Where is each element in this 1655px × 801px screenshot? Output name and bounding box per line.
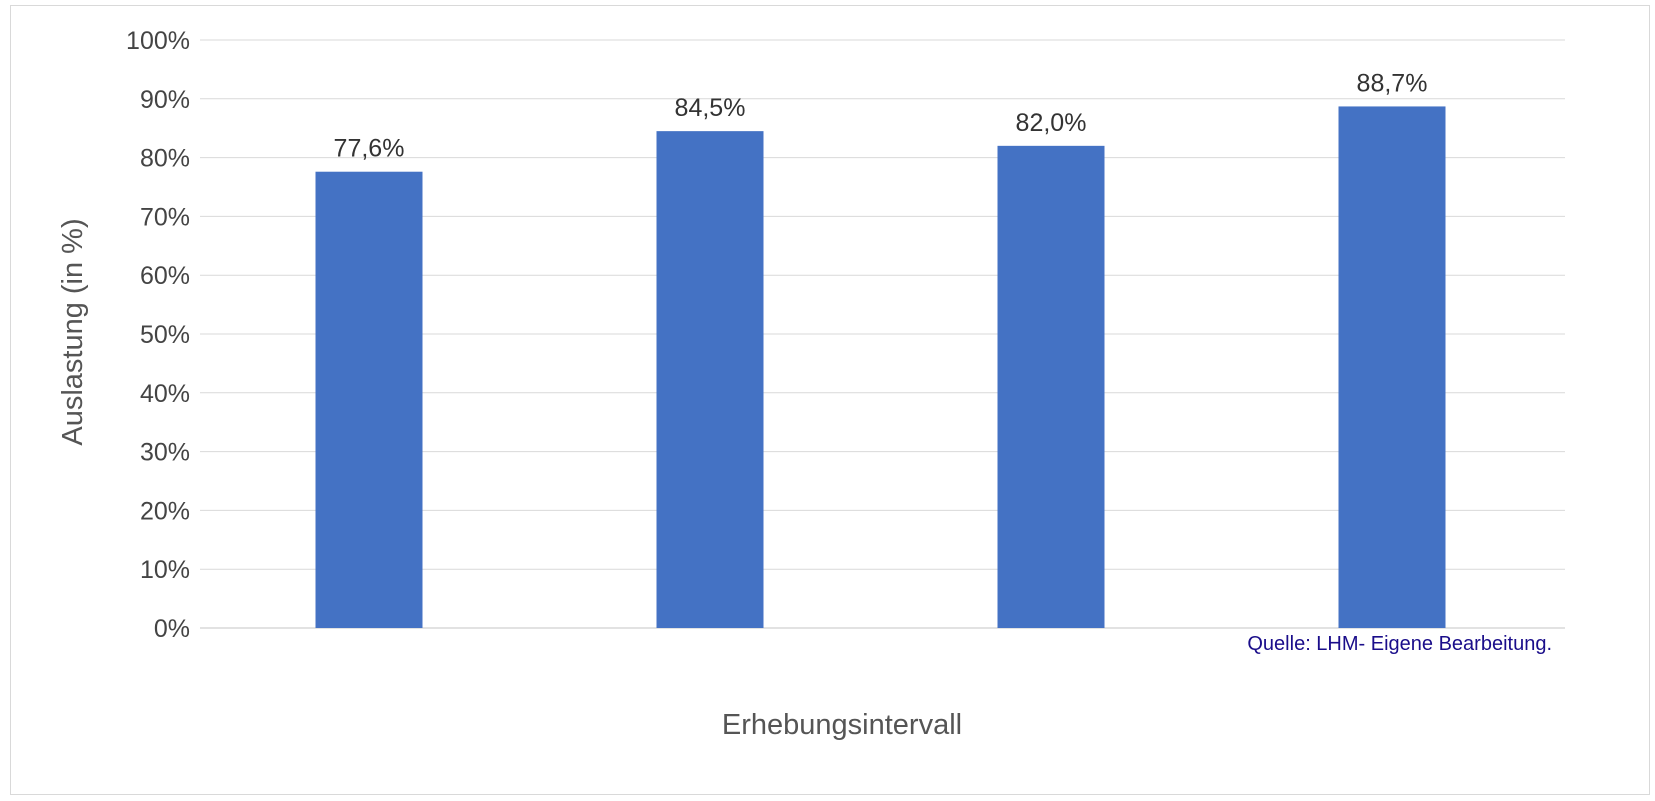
y-tick-label: 100% <box>126 27 190 55</box>
source-note: Quelle: LHM- Eigene Bearbeitung. <box>1247 633 1552 655</box>
y-axis-tick-labels: 0% 10% 20% 30% 40% 50% 60% 70% 80% 90% 100% <box>126 27 190 643</box>
bar-value-label: 82,0% <box>1016 109 1087 137</box>
y-tick-label: 60% <box>140 262 190 290</box>
y-tick-label: 0% <box>154 615 190 643</box>
x-axis-title: Erhebungsintervall <box>722 709 962 741</box>
y-tick-label: 70% <box>140 203 190 231</box>
y-tick-label: 20% <box>140 497 190 525</box>
bar <box>1338 106 1446 629</box>
y-tick-label: 30% <box>140 439 190 467</box>
bars <box>315 106 1446 629</box>
gridlines <box>200 39 1565 629</box>
y-tick-label: 80% <box>140 145 190 173</box>
data-labels: 77,6% 84,5% 82,0% 88,7% <box>334 69 1428 162</box>
bar <box>656 131 764 628</box>
bar-value-label: 88,7% <box>1357 69 1428 97</box>
y-tick-label: 10% <box>140 556 190 584</box>
bar <box>997 145 1105 628</box>
y-tick-label: 40% <box>140 380 190 408</box>
bar <box>315 171 423 628</box>
y-tick-label: 50% <box>140 321 190 349</box>
y-axis-title: Auslastung (in %) <box>57 218 89 445</box>
chart-frame <box>10 5 1650 795</box>
y-tick-label: 90% <box>140 86 190 114</box>
bar-value-label: 84,5% <box>675 94 746 122</box>
bar-value-label: 77,6% <box>334 135 405 163</box>
